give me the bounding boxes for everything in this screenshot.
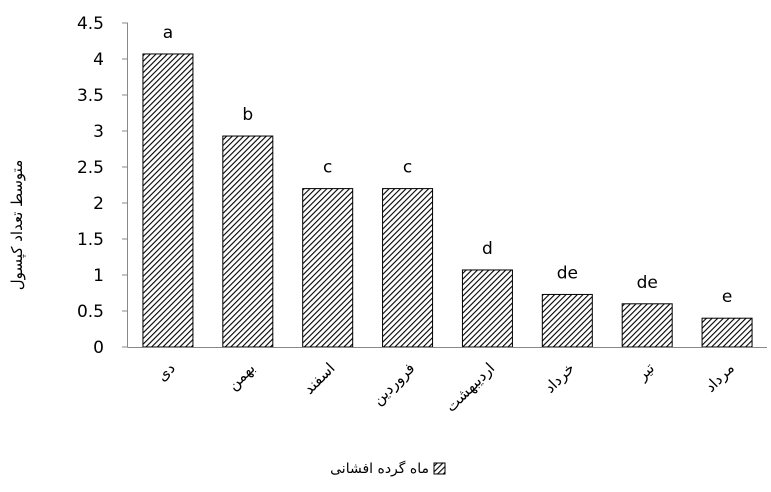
y-tick-label: 2 xyxy=(93,194,104,214)
x-tick-label: مرداد xyxy=(701,359,738,396)
bar xyxy=(701,317,753,348)
legend-swatch xyxy=(433,462,446,475)
legend-label: ماه گرده افشانی xyxy=(330,460,429,477)
data-label: de xyxy=(637,273,658,293)
y-tick-label: 1.5 xyxy=(77,230,104,250)
bars: a b c c d de de e xyxy=(142,23,753,348)
x-tick-label: اسفند xyxy=(300,359,339,398)
bar xyxy=(142,53,194,348)
bar xyxy=(541,293,593,348)
bar xyxy=(222,135,274,348)
data-label: e xyxy=(722,287,732,307)
y-tick-label: 4.5 xyxy=(77,14,104,34)
data-label: c xyxy=(323,158,332,178)
y-tick-label: 4 xyxy=(93,50,104,70)
y-axis-title: متوسط تعداد کپسول xyxy=(8,160,27,290)
x-tick-label: بهمن xyxy=(224,359,259,394)
x-tick-label: خرداد xyxy=(541,359,579,397)
y-tick-label: 2.5 xyxy=(77,158,104,178)
data-label: a xyxy=(163,23,173,43)
data-label: de xyxy=(557,263,578,283)
y-tick-label: 0.5 xyxy=(77,302,104,322)
y-tick-label: 1 xyxy=(93,266,104,286)
x-axis: دی بهمن اسفند فروردین اردیبهشت خرداد تیر مرداد xyxy=(127,347,767,416)
x-tick-label: فروردین xyxy=(369,359,419,409)
y-tick-label: 3 xyxy=(93,122,104,142)
data-label: c xyxy=(403,158,412,178)
y-tick-label: 3.5 xyxy=(77,86,104,106)
bar xyxy=(302,188,354,348)
x-tick-label: دی xyxy=(153,359,179,385)
legend: ماه گرده افشانی xyxy=(330,460,446,477)
data-label: b xyxy=(242,105,253,125)
data-label: d xyxy=(482,239,493,259)
bar xyxy=(382,188,434,348)
x-tick-label: تیر xyxy=(633,359,658,384)
x-tick-label: اردیبهشت xyxy=(442,359,498,415)
y-axis: 0 0.5 1 1.5 2 2.5 3 3.5 4 4.5 xyxy=(77,14,128,358)
bar xyxy=(621,303,673,348)
y-tick-label: 0 xyxy=(93,338,104,358)
bar xyxy=(461,269,513,348)
